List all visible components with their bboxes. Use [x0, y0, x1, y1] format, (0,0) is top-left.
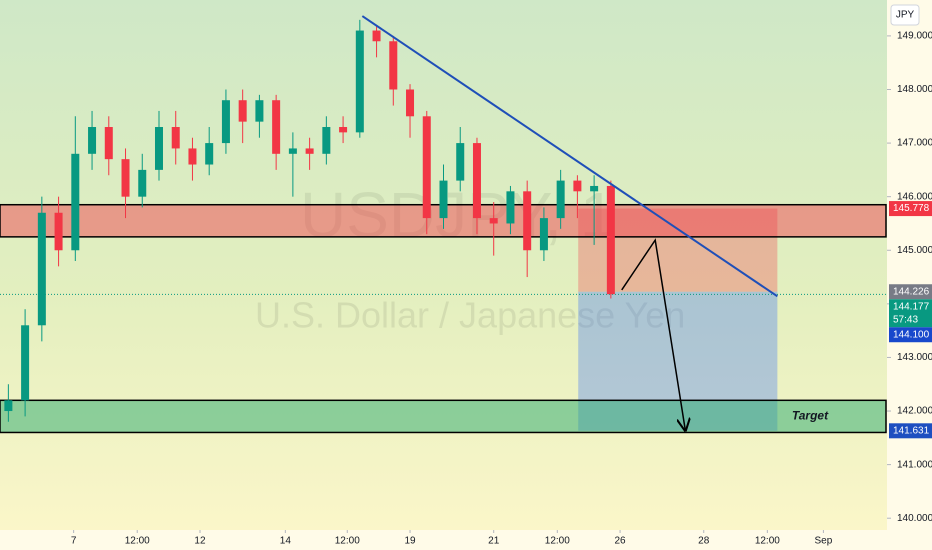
x-tick-label: 7 [71, 536, 77, 547]
candle-body [556, 180, 565, 219]
price-label-box [889, 327, 932, 343]
x-tick-label: 14 [280, 536, 292, 547]
y-tick-label: 146.000 [897, 191, 932, 202]
x-tick-label: 12 [194, 536, 206, 547]
candle-body [255, 100, 264, 122]
candle-body [205, 143, 214, 165]
candle-body [104, 127, 113, 160]
price-label: 144.226 [893, 286, 930, 297]
candle-body [606, 185, 615, 295]
x-tick-label: 12:00 [125, 536, 150, 547]
x-tick-label: 21 [488, 536, 500, 547]
candle-body [121, 159, 130, 197]
candle-body [221, 100, 230, 144]
candle-body [372, 30, 381, 42]
zone-label: Target [792, 409, 829, 423]
trendline [361, 15, 778, 298]
watermark-subtitle: U.S. Dollar / Japanese Yen [255, 295, 685, 336]
y-tick-label: 140.000 [897, 513, 932, 524]
candle-body [288, 148, 297, 154]
price-label-box [889, 299, 932, 328]
candle-body [188, 148, 197, 165]
candle-body [539, 218, 548, 251]
price-countdown: 57:43 [893, 314, 918, 325]
candle-body [406, 89, 415, 117]
price-label: 144.100 [893, 329, 930, 340]
x-tick-label: 12:00 [545, 536, 570, 547]
x-tick-label: 26 [615, 536, 627, 547]
candle-body [422, 116, 431, 219]
candle-body [272, 100, 281, 154]
candle-body [238, 100, 247, 122]
projection-arrow [621, 238, 686, 430]
candle-body [54, 212, 63, 251]
x-tick-label: 19 [404, 536, 416, 547]
y-tick-label: 143.000 [897, 352, 932, 363]
y-tick-label: 145.000 [897, 245, 932, 256]
x-tick-label: 28 [698, 536, 710, 547]
candle-body [339, 127, 348, 133]
candle-body [305, 148, 314, 154]
candle-body [573, 180, 582, 192]
candle-body [355, 30, 364, 133]
y-tick-label: 149.000 [897, 31, 932, 42]
y-tick-label: 147.000 [897, 138, 932, 149]
x-tick-label: Sep [815, 536, 833, 547]
x-tick-label: 12:00 [335, 536, 360, 547]
price-label-box [889, 284, 932, 300]
price-label-box [889, 423, 932, 439]
price-label: 141.631 [893, 425, 930, 436]
candle-body [138, 169, 147, 197]
candle-body [322, 127, 331, 154]
candle-body [506, 191, 515, 224]
candle-body [523, 191, 532, 251]
candle-body [439, 180, 448, 219]
y-tick-label: 141.000 [897, 459, 932, 470]
price-axis-background [887, 0, 932, 550]
y-tick-label: 142.000 [897, 406, 932, 417]
candle-body [88, 127, 97, 154]
candle-body [21, 325, 30, 401]
time-axis-background [0, 530, 887, 550]
currency-box [890, 4, 920, 26]
currency-label: JPY [896, 10, 915, 21]
candle-body [171, 127, 180, 149]
x-tick-label: 12:00 [755, 536, 780, 547]
candle-body [71, 153, 80, 251]
candle-body [37, 212, 46, 326]
candle-body [472, 143, 481, 219]
candle-body [389, 41, 398, 90]
price-label: 144.177 [893, 301, 930, 312]
candle-body [456, 143, 465, 181]
candle-body [489, 218, 498, 224]
candle-body [590, 185, 599, 192]
price-label-box [889, 201, 932, 217]
candle-body [154, 127, 163, 170]
zone [0, 399, 887, 434]
y-tick-label: 148.000 [897, 84, 932, 95]
candle-body [4, 400, 13, 412]
price-label: 145.778 [893, 203, 930, 214]
plot-background [0, 0, 887, 530]
